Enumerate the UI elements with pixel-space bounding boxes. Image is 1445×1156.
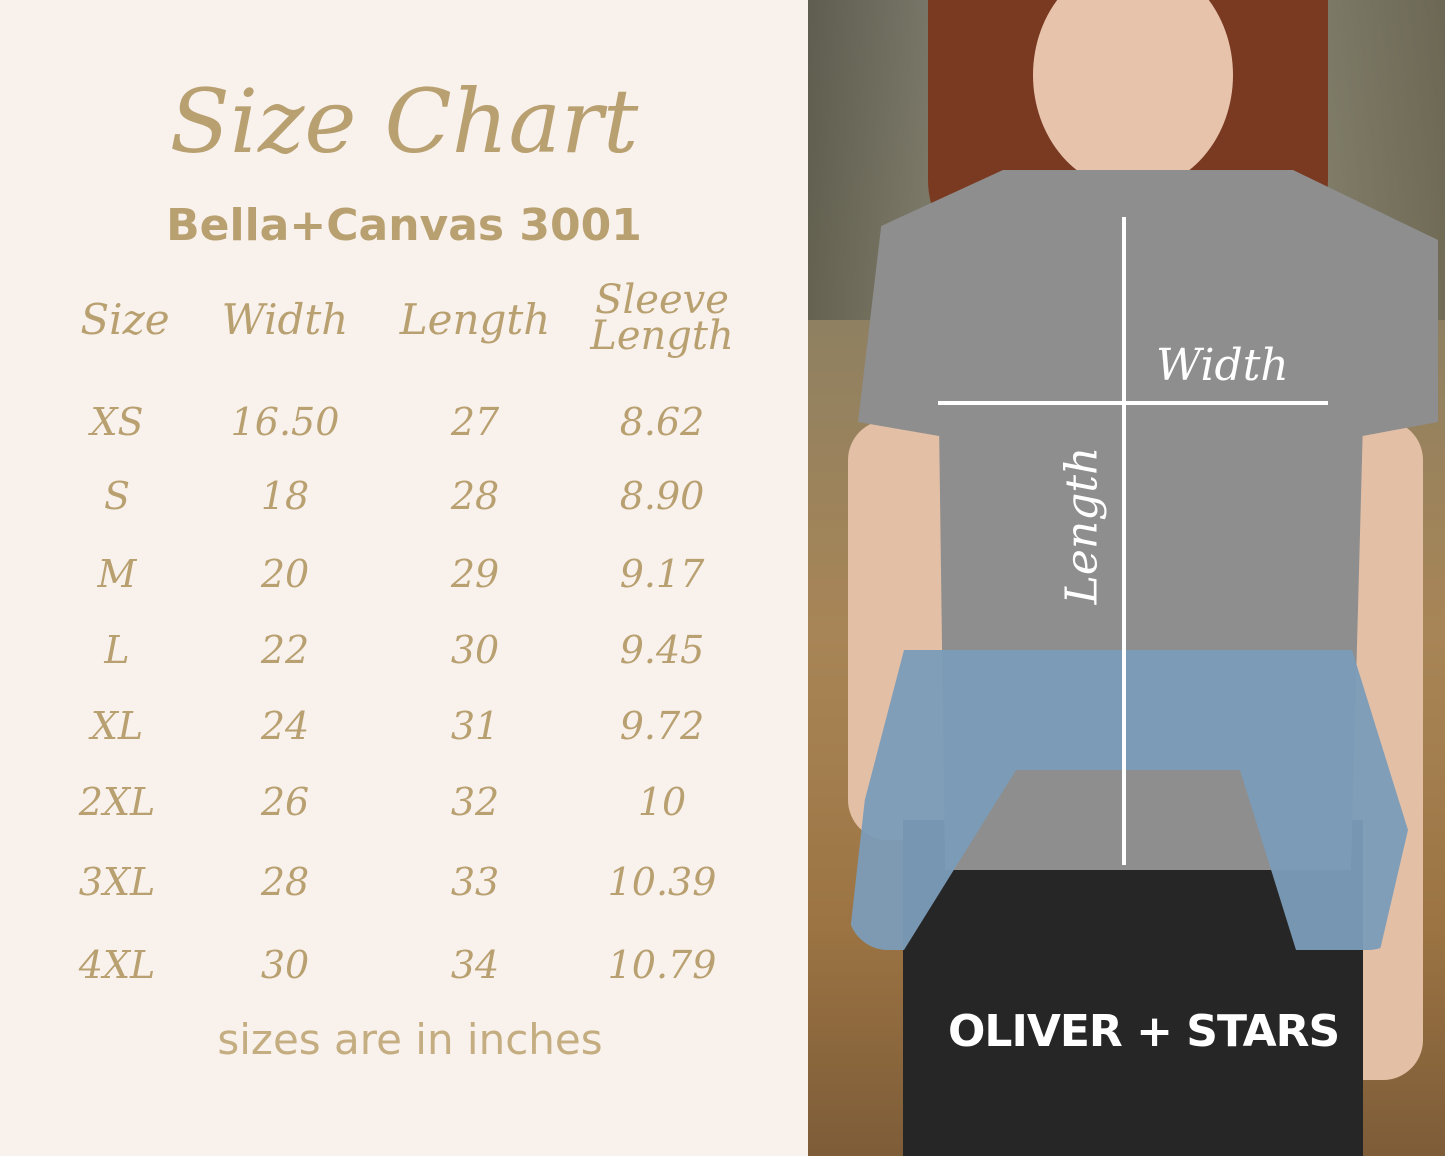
model-photo: Width Length OLIVER + STARS: [808, 0, 1445, 1156]
measurement-cell: 28: [450, 474, 500, 518]
size-cell: XL: [90, 704, 144, 748]
brand-watermark: OLIVER + STARS: [948, 1006, 1340, 1057]
size-cell: S: [103, 474, 131, 518]
size-cell: 2XL: [78, 780, 156, 824]
measurement-cell: 28: [260, 860, 310, 904]
size-cell: M: [97, 552, 137, 596]
measurement-cell: 8.90: [619, 474, 705, 518]
column-header: Length: [399, 295, 551, 344]
size-cell: 4XL: [78, 943, 156, 987]
measurement-cell: 30: [450, 628, 500, 672]
measurement-cell: 34: [450, 943, 500, 987]
measurement-cell: 26: [260, 780, 310, 824]
measurement-cell: 18: [260, 474, 310, 518]
measurement-cell: 8.62: [619, 400, 705, 444]
measurement-cell: 32: [450, 780, 500, 824]
width-guide-line: [938, 401, 1328, 405]
size-cell: L: [104, 628, 130, 672]
measurement-cell: 9.45: [619, 628, 705, 672]
measurement-cell: 24: [260, 704, 310, 748]
measurement-cell: 22: [260, 628, 310, 672]
measurement-cell: 16.50: [230, 400, 340, 444]
column-header: Size: [80, 295, 170, 344]
measurement-cell: 29: [450, 552, 500, 596]
units-note: sizes are in inches: [217, 1015, 603, 1064]
measurement-cell: 30: [260, 943, 310, 987]
measurement-cell: 10.39: [607, 860, 717, 904]
measurement-cell: 10.79: [607, 943, 717, 987]
measurement-cell: 20: [260, 552, 310, 596]
measurement-cell: 9.72: [619, 704, 705, 748]
chart-title: Size Chart: [169, 70, 639, 173]
length-label: Length: [1056, 446, 1108, 605]
width-label: Width: [1156, 340, 1289, 391]
size-cell: 3XL: [78, 860, 156, 904]
measurement-cell: 31: [450, 704, 500, 748]
measurement-cell: 10: [637, 780, 687, 824]
measurement-cell: 9.17: [619, 552, 705, 596]
measurement-cell: 33: [450, 860, 500, 904]
size-cell: XS: [90, 400, 144, 444]
column-header: Width: [221, 295, 349, 344]
product-name: Bella+Canvas 3001: [166, 200, 642, 251]
size-chart-panel: Size Chart Bella+Canvas 3001 Size Width Le…: [78, 70, 734, 1064]
face: [1033, 0, 1233, 190]
measurement-cell: 27: [450, 400, 500, 444]
column-header: Sleeve Length: [590, 277, 734, 359]
length-guide-line: [1122, 217, 1126, 865]
